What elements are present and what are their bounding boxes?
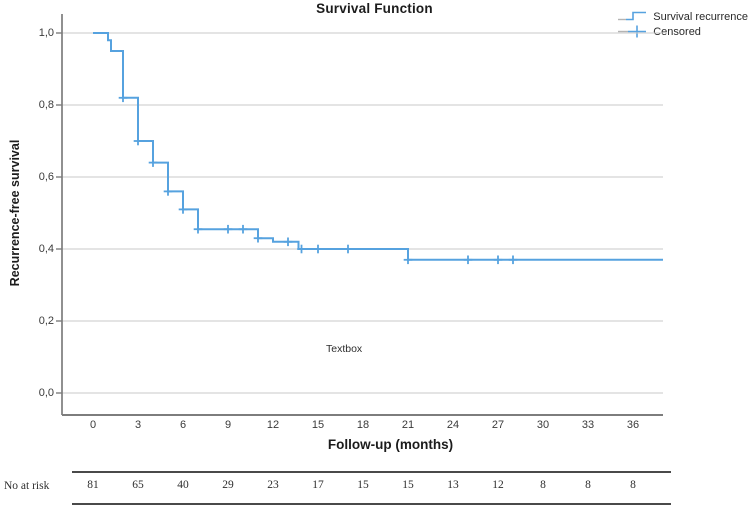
risk-count: 15: [402, 479, 414, 491]
risk-count: 40: [177, 479, 189, 491]
plot-textbox-annotation: Textbox: [326, 343, 363, 355]
chart-title: Survival Function: [316, 1, 433, 16]
legend-label-survival: Survival recurrence: [653, 10, 748, 23]
legend-label-censored: Censored: [653, 25, 701, 38]
x-tick-label: 18: [356, 419, 370, 431]
x-tick-label: 6: [179, 419, 187, 431]
x-tick-label: 24: [446, 419, 460, 431]
km-plot-area: [56, 14, 663, 416]
x-tick-label: 30: [536, 419, 550, 431]
survival-curve: [93, 32, 663, 261]
x-tick-label: 0: [89, 419, 97, 431]
x-tick-label: 12: [266, 419, 280, 431]
x-tick-label: 27: [491, 419, 505, 431]
risk-count: 12: [492, 479, 504, 491]
risk-count: 23: [267, 479, 279, 491]
y-tick-label: 0,4: [38, 243, 54, 255]
risk-count: 8: [585, 479, 591, 491]
x-tick-label: 3: [134, 419, 142, 431]
legend: Survival recurrence Censored: [618, 9, 748, 39]
y-tick-label: 0,0: [38, 387, 54, 399]
x-axis-title: Follow-up (months): [327, 437, 454, 452]
y-tick-label: 0,2: [38, 315, 54, 327]
x-tick-label: 36: [626, 419, 640, 431]
risk-count: 29: [222, 479, 234, 491]
x-tick-label: 15: [311, 419, 325, 431]
risk-count: 8: [630, 479, 636, 491]
risk-count: 8: [540, 479, 546, 491]
x-tick-label: 9: [224, 419, 232, 431]
x-tick-label: 21: [401, 419, 415, 431]
y-tick-label: 0,8: [38, 99, 54, 111]
legend-item-censored: Censored: [618, 24, 748, 39]
risk-table-bottom-rule: [72, 503, 671, 505]
risk-table-top-rule: [72, 471, 671, 473]
risk-count: 65: [132, 479, 144, 491]
step-line-icon: [618, 11, 647, 21]
legend-item-survival: Survival recurrence: [618, 9, 748, 24]
y-axis-title: Recurrence-free survival: [8, 139, 22, 287]
risk-count: 17: [312, 479, 324, 491]
risk-count: 13: [447, 479, 459, 491]
y-tick-label: 0,6: [38, 171, 54, 183]
risk-table-label: No at risk: [4, 480, 50, 492]
y-tick-label: 1,0: [38, 27, 54, 39]
plus-marker-icon: [618, 25, 647, 38]
risk-count: 81: [87, 479, 99, 491]
risk-count: 15: [357, 479, 369, 491]
x-tick-label: 33: [581, 419, 595, 431]
